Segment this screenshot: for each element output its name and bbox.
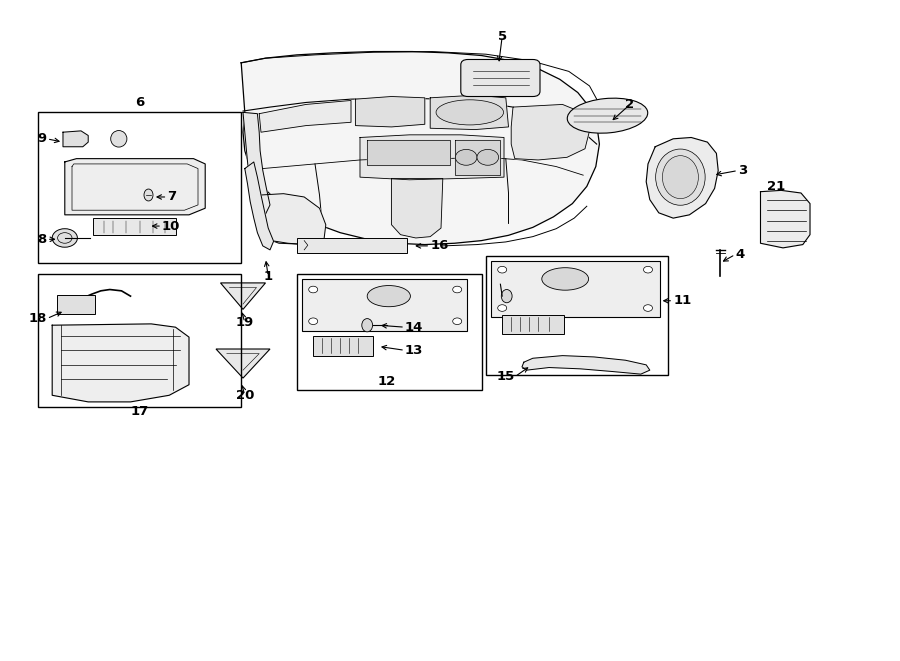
Text: 6: 6 <box>135 96 144 109</box>
Text: 20: 20 <box>236 389 254 402</box>
Polygon shape <box>259 100 351 132</box>
FancyBboxPatch shape <box>57 295 94 314</box>
Circle shape <box>498 305 507 311</box>
Circle shape <box>644 305 652 311</box>
Polygon shape <box>220 283 266 309</box>
Polygon shape <box>367 140 450 165</box>
Polygon shape <box>63 131 88 147</box>
Polygon shape <box>430 95 508 130</box>
Bar <box>38 274 241 407</box>
Text: 15: 15 <box>497 370 515 383</box>
Polygon shape <box>243 112 270 214</box>
FancyBboxPatch shape <box>491 261 660 317</box>
Polygon shape <box>360 135 504 180</box>
Circle shape <box>453 318 462 325</box>
Bar <box>486 256 668 375</box>
Polygon shape <box>216 349 270 378</box>
Text: 14: 14 <box>405 321 423 334</box>
Polygon shape <box>760 190 810 248</box>
Ellipse shape <box>111 130 127 147</box>
Text: 11: 11 <box>673 294 691 307</box>
Ellipse shape <box>362 319 373 332</box>
Circle shape <box>498 266 507 273</box>
Text: 13: 13 <box>405 344 423 357</box>
Polygon shape <box>511 104 590 160</box>
Ellipse shape <box>567 98 648 133</box>
Text: 18: 18 <box>29 312 47 325</box>
Circle shape <box>477 149 499 165</box>
Text: 4: 4 <box>735 248 744 261</box>
Text: 12: 12 <box>378 375 396 388</box>
Text: 5: 5 <box>498 30 507 43</box>
Polygon shape <box>356 97 425 127</box>
Polygon shape <box>454 140 500 175</box>
Circle shape <box>453 286 462 293</box>
FancyBboxPatch shape <box>461 59 540 97</box>
FancyBboxPatch shape <box>502 315 564 334</box>
FancyBboxPatch shape <box>297 238 407 253</box>
Text: 16: 16 <box>430 239 448 253</box>
Polygon shape <box>522 356 650 374</box>
Ellipse shape <box>662 156 698 198</box>
Text: 3: 3 <box>738 164 747 177</box>
Text: 10: 10 <box>162 219 180 233</box>
Polygon shape <box>261 194 326 245</box>
Bar <box>38 112 241 263</box>
Ellipse shape <box>501 290 512 303</box>
Bar <box>297 274 482 390</box>
Text: 17: 17 <box>130 405 148 418</box>
Text: 8: 8 <box>38 233 47 246</box>
Ellipse shape <box>144 189 153 201</box>
Polygon shape <box>65 159 205 215</box>
Circle shape <box>644 266 652 273</box>
Circle shape <box>309 286 318 293</box>
Text: 1: 1 <box>264 270 273 283</box>
Ellipse shape <box>367 286 410 307</box>
FancyBboxPatch shape <box>302 279 467 330</box>
Text: 21: 21 <box>767 180 785 193</box>
Circle shape <box>455 149 477 165</box>
Circle shape <box>309 318 318 325</box>
Polygon shape <box>241 52 599 245</box>
Ellipse shape <box>542 268 589 290</box>
Text: 19: 19 <box>236 316 254 329</box>
Ellipse shape <box>655 149 706 205</box>
FancyBboxPatch shape <box>313 336 373 356</box>
FancyBboxPatch shape <box>93 218 176 235</box>
Circle shape <box>52 229 77 247</box>
Polygon shape <box>646 137 718 218</box>
Polygon shape <box>392 178 443 238</box>
Ellipse shape <box>436 100 504 125</box>
Polygon shape <box>52 324 189 402</box>
Text: 2: 2 <box>626 98 634 111</box>
Polygon shape <box>245 162 274 250</box>
Text: 9: 9 <box>38 132 47 145</box>
Text: 7: 7 <box>167 190 176 204</box>
